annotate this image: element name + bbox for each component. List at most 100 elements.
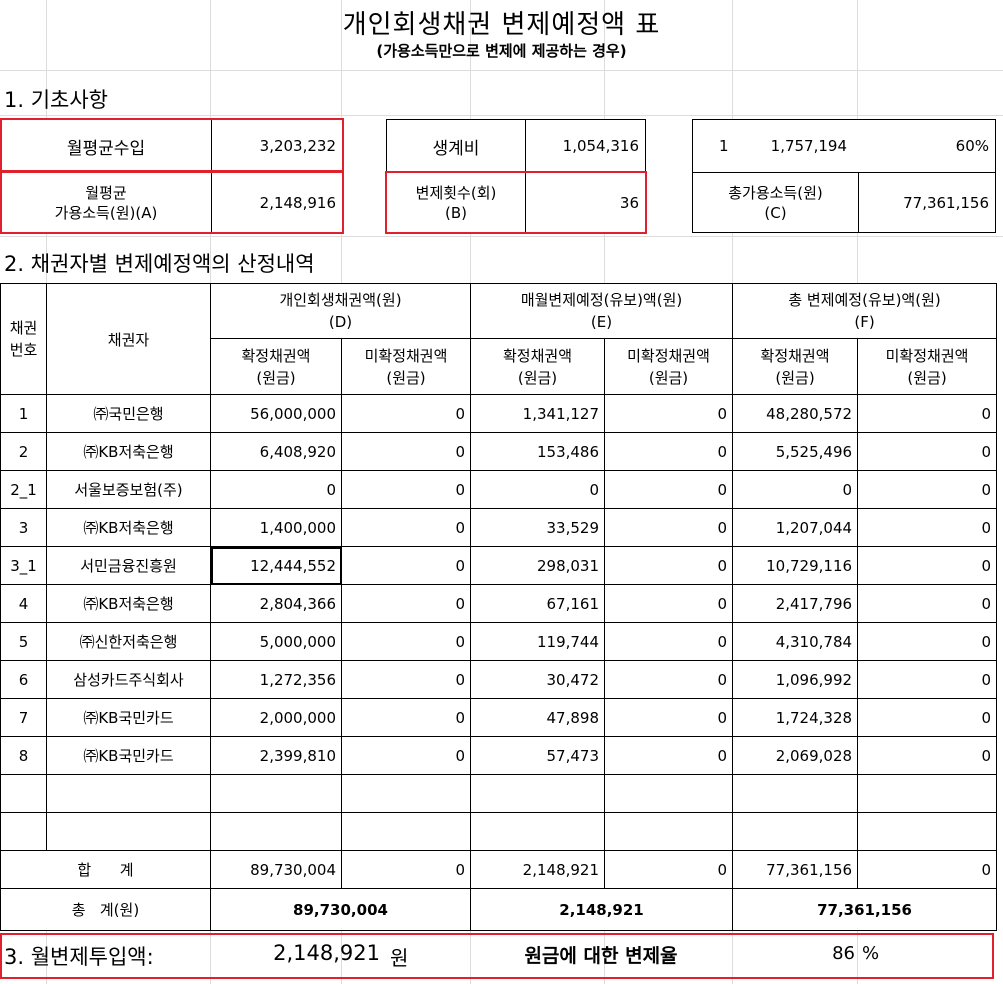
row-e-unconfirmed[interactable]: 0 (604, 546, 734, 585)
living-cost-value[interactable]: 1,054,316 (562, 137, 639, 155)
row-e-confirmed[interactable]: 30,472 (470, 660, 606, 699)
row-f-unconfirmed[interactable]: 0 (857, 584, 998, 623)
sum-f-confirmed[interactable]: 77,361,156 (732, 850, 859, 889)
row-f-unconfirmed[interactable]: 0 (857, 394, 998, 433)
total-available-value[interactable]: 77,361,156 (903, 193, 989, 212)
row-creditor[interactable]: ㈜KB저축은행 (46, 432, 211, 471)
empty-cell[interactable] (46, 774, 211, 813)
row-f-confirmed[interactable]: 10,729,116 (732, 546, 859, 585)
row-number[interactable]: 1 (0, 394, 47, 433)
empty-cell[interactable] (732, 812, 859, 851)
empty-cell[interactable] (210, 774, 342, 813)
row-creditor[interactable]: ㈜KB저축은행 (46, 584, 211, 623)
row-d-unconfirmed[interactable]: 0 (340, 660, 472, 699)
row-number[interactable]: 3 (0, 508, 47, 547)
row-creditor[interactable]: 서울보증보험(주) (46, 470, 211, 509)
row-d-unconfirmed[interactable]: 0 (340, 394, 472, 433)
sum-e-confirmed[interactable]: 2,148,921 (470, 850, 606, 889)
row-d-unconfirmed[interactable]: 0 (340, 622, 472, 661)
row-e-unconfirmed[interactable]: 0 (604, 660, 734, 699)
row-e-confirmed[interactable]: 153,486 (470, 432, 606, 471)
row-creditor[interactable]: 삼성카드주식회사 (46, 660, 211, 699)
empty-cell[interactable] (470, 774, 606, 813)
row-d-confirmed[interactable]: 2,399,810 (210, 736, 342, 775)
row-f-unconfirmed[interactable]: 0 (857, 660, 998, 699)
row-number[interactable]: 7 (0, 698, 47, 737)
row-e-confirmed[interactable]: 57,473 (470, 736, 606, 775)
row-number[interactable]: 3_1 (0, 546, 47, 585)
row-e-unconfirmed[interactable]: 0 (604, 622, 734, 661)
row-number[interactable]: 2_1 (0, 470, 47, 509)
row-f-confirmed[interactable]: 1,724,328 (732, 698, 859, 737)
sum-d-confirmed[interactable]: 89,730,004 (210, 850, 342, 889)
sum-f-unconfirmed[interactable]: 0 (857, 850, 998, 889)
row-f-unconfirmed[interactable]: 0 (857, 470, 998, 509)
row-f-unconfirmed[interactable]: 0 (857, 546, 998, 585)
row-creditor[interactable]: 서민금융진흥원 (46, 546, 211, 585)
row-e-confirmed[interactable]: 0 (470, 470, 606, 509)
row-number[interactable]: 4 (0, 584, 47, 623)
empty-cell[interactable] (340, 812, 472, 851)
row-f-confirmed[interactable]: 4,310,784 (732, 622, 859, 661)
row-creditor[interactable]: ㈜신한저축은행 (46, 622, 211, 661)
row-f-confirmed[interactable]: 2,069,028 (732, 736, 859, 775)
monthly-available-value[interactable]: 2,148,916 (259, 193, 336, 212)
row-creditor[interactable]: ㈜KB저축은행 (46, 508, 211, 547)
row-d-confirmed[interactable]: 56,000,000 (210, 394, 342, 433)
row-d-confirmed[interactable]: 5,000,000 (210, 622, 342, 661)
row-d-confirmed[interactable]: 1,400,000 (210, 508, 342, 547)
row-creditor[interactable]: ㈜국민은행 (46, 394, 211, 433)
row-f-unconfirmed[interactable]: 0 (857, 736, 998, 775)
empty-cell[interactable] (210, 812, 342, 851)
empty-cell[interactable] (604, 812, 734, 851)
row-e-confirmed[interactable]: 67,161 (470, 584, 606, 623)
empty-cell[interactable] (46, 812, 211, 851)
row-e-confirmed[interactable]: 298,031 (470, 546, 606, 585)
row-d-unconfirmed[interactable]: 0 (340, 470, 472, 509)
row-f-confirmed[interactable]: 0 (732, 470, 859, 509)
empty-cell[interactable] (470, 812, 606, 851)
empty-cell[interactable] (857, 812, 998, 851)
row-e-unconfirmed[interactable]: 0 (604, 394, 734, 433)
row-d-unconfirmed[interactable]: 0 (340, 736, 472, 775)
monthly-income-value[interactable]: 3,203,232 (259, 137, 336, 155)
row-f-unconfirmed[interactable]: 0 (857, 698, 998, 737)
row-d-unconfirmed[interactable]: 0 (340, 698, 472, 737)
row-e-unconfirmed[interactable]: 0 (604, 698, 734, 737)
repayment-rate-value[interactable]: 86 (832, 943, 855, 964)
total-d[interactable]: 89,730,004 (209, 888, 472, 931)
row-e-unconfirmed[interactable]: 0 (604, 432, 734, 471)
row-e-confirmed[interactable]: 1,341,127 (470, 394, 606, 433)
row-d-confirmed[interactable]: 1,272,356 (210, 660, 342, 699)
repay-count-value[interactable]: 36 (619, 193, 639, 212)
row-f-unconfirmed[interactable]: 0 (857, 508, 998, 547)
row-e-unconfirmed[interactable]: 0 (604, 508, 734, 547)
total-e[interactable]: 2,148,921 (470, 888, 734, 931)
row-e-confirmed[interactable]: 33,529 (470, 508, 606, 547)
row-f-confirmed[interactable]: 5,525,496 (732, 432, 859, 471)
row-creditor[interactable]: ㈜KB국민카드 (46, 736, 211, 775)
total-f[interactable]: 77,361,156 (732, 888, 998, 931)
sum-e-unconfirmed[interactable]: 0 (604, 850, 734, 889)
empty-cell[interactable] (604, 774, 734, 813)
row-d-unconfirmed[interactable]: 0 (340, 546, 472, 585)
row-e-confirmed[interactable]: 47,898 (470, 698, 606, 737)
empty-cell[interactable] (732, 774, 859, 813)
sum-d-unconfirmed[interactable]: 0 (340, 850, 472, 889)
row-f-unconfirmed[interactable]: 0 (857, 622, 998, 661)
row-f-unconfirmed[interactable]: 0 (857, 432, 998, 471)
row-e-unconfirmed[interactable]: 0 (604, 470, 734, 509)
row-number[interactable]: 5 (0, 622, 47, 661)
row-e-confirmed[interactable]: 119,744 (470, 622, 606, 661)
selected-cell[interactable]: 12,444,552 (210, 546, 342, 585)
row-number[interactable]: 6 (0, 660, 47, 699)
row-d-confirmed[interactable]: 6,408,920 (210, 432, 342, 471)
row-d-unconfirmed[interactable]: 0 (340, 508, 472, 547)
row-creditor[interactable]: ㈜KB국민카드 (46, 698, 211, 737)
row-d-unconfirmed[interactable]: 0 (340, 584, 472, 623)
row-f-confirmed[interactable]: 48,280,572 (732, 394, 859, 433)
monthly-repayment-amount[interactable]: 2,148,921 (273, 941, 380, 965)
row-f-confirmed[interactable]: 1,096,992 (732, 660, 859, 699)
empty-cell[interactable] (0, 774, 47, 813)
row-d-confirmed[interactable]: 0 (210, 470, 342, 509)
